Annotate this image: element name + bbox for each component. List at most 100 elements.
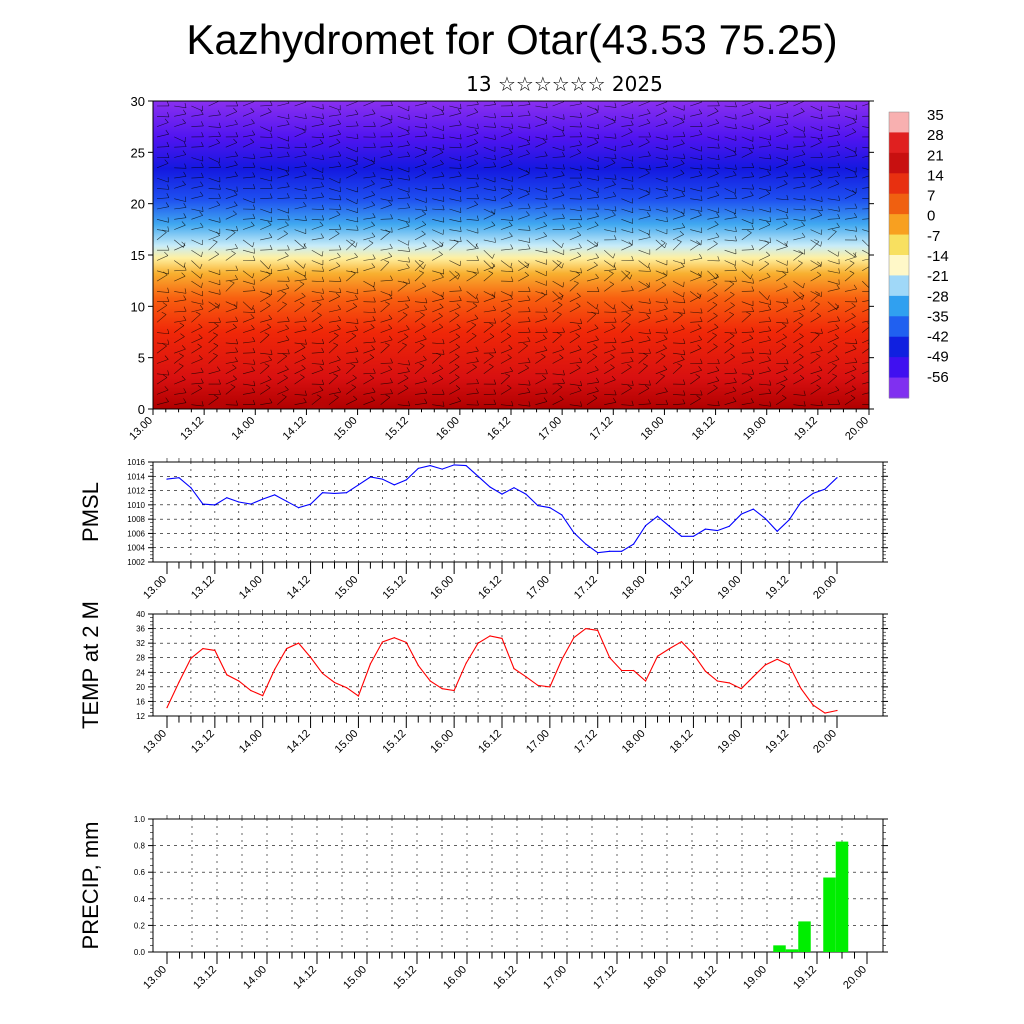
wind-barb-flag (286, 151, 290, 157)
wind-barb (156, 314, 167, 323)
wind-barb-flag (734, 368, 737, 374)
wind-barb (844, 207, 857, 210)
wind-barb-flag (356, 225, 359, 231)
wind-barb (672, 195, 685, 199)
wind-barb (242, 134, 255, 138)
wind-barb-flag (871, 295, 874, 299)
wind-barb-flag (648, 266, 651, 272)
wind-barb (260, 387, 271, 395)
wind-barb (466, 163, 478, 169)
wind-barb (724, 335, 735, 344)
wind-barb-flag (799, 374, 805, 379)
wind-barb (827, 183, 840, 189)
wind-barb-flag (202, 299, 204, 305)
wind-barb-flag (286, 264, 290, 270)
wind-barb-flag (354, 294, 359, 300)
wind-barb-flag (372, 285, 376, 291)
wind-barb-flag (579, 194, 583, 200)
wind-barb-flag (695, 240, 701, 244)
wind-barb (535, 356, 546, 364)
wind-barb (672, 260, 685, 265)
wind-barb (518, 260, 528, 269)
wind-barb-flag (748, 148, 753, 153)
wind-barb (655, 318, 668, 323)
wind-barb (552, 116, 565, 120)
wind-barb-flag (218, 193, 221, 199)
x-tick-label: 19.12 (791, 964, 819, 992)
data-point (190, 487, 192, 489)
wind-barb-flag (835, 303, 839, 308)
wind-barb-flag (251, 119, 255, 124)
wind-barb (690, 321, 703, 323)
wind-barb-flag (408, 217, 410, 223)
wind-barb-flag (424, 131, 428, 136)
wind-barb (225, 386, 236, 395)
wind-barb-flag (338, 151, 342, 157)
wind-barb-flag (322, 113, 324, 119)
wind-barb-flag (420, 312, 425, 316)
wind-barb (707, 173, 719, 179)
wind-barb-flag (284, 385, 289, 390)
wind-barb (311, 315, 322, 323)
wind-barb-flag (768, 141, 772, 146)
wind-barb-flag (646, 118, 651, 124)
wind-barb (586, 126, 599, 130)
data-point (573, 532, 575, 534)
wind-barb (724, 260, 736, 266)
wind-barb (449, 188, 462, 192)
wind-barb (758, 301, 771, 305)
wind-barb (707, 370, 720, 375)
wind-barb (758, 174, 771, 179)
wind-barb-flag (630, 285, 634, 291)
wind-barb (621, 116, 634, 120)
wind-barb (483, 177, 496, 183)
wind-barb (277, 208, 289, 214)
wind-barb-flag (576, 364, 581, 369)
wind-barb (638, 301, 651, 304)
wind-barb-flag (320, 182, 324, 187)
wind-barb (741, 136, 754, 142)
wind-barb (810, 214, 822, 220)
wind-barb-flag (212, 239, 218, 243)
wind-barb-flag (288, 113, 290, 119)
wind-barb (174, 217, 187, 220)
data-point (309, 503, 312, 505)
wind-barb-flag (614, 174, 617, 180)
wind-barb-flag (284, 221, 289, 226)
wind-barb (225, 164, 238, 169)
wind-barb (741, 152, 753, 158)
wind-barb (277, 197, 290, 199)
wind-barb (414, 301, 427, 304)
wind-barb (586, 157, 599, 162)
wind-barb (380, 256, 392, 261)
wind-barb-flag (786, 298, 789, 304)
wind-barb (500, 314, 511, 323)
wind-barb-flag (837, 213, 841, 219)
wind-barb (363, 176, 376, 179)
wind-barb-flag (287, 245, 290, 251)
wind-barb (741, 188, 754, 190)
wind-barb-flag (802, 172, 806, 178)
wind-barb-flag (631, 101, 634, 103)
wind-barb-flag (321, 276, 325, 282)
data-point (345, 492, 348, 494)
wind-barb (724, 283, 735, 292)
wind-barb-flag (508, 128, 513, 133)
wind-barb (844, 397, 856, 405)
wind-barb-flag (236, 186, 238, 192)
wind-barb (277, 219, 290, 221)
wind-barb-flag (545, 327, 548, 333)
wind-barb-flag (613, 304, 616, 310)
wind-barb-flag (183, 388, 187, 393)
wind-barb (328, 391, 341, 395)
wind-barb (672, 403, 685, 405)
wind-barb (242, 122, 255, 127)
wind-barb-flag (666, 154, 668, 160)
wind-barb (294, 126, 307, 131)
wind-barb-flag (316, 301, 322, 305)
wind-barb-flag (218, 389, 221, 395)
wind-barb (552, 295, 564, 302)
wind-barb-flag (234, 356, 238, 362)
wind-barb-flag (799, 312, 804, 316)
wind-barb (483, 208, 495, 215)
